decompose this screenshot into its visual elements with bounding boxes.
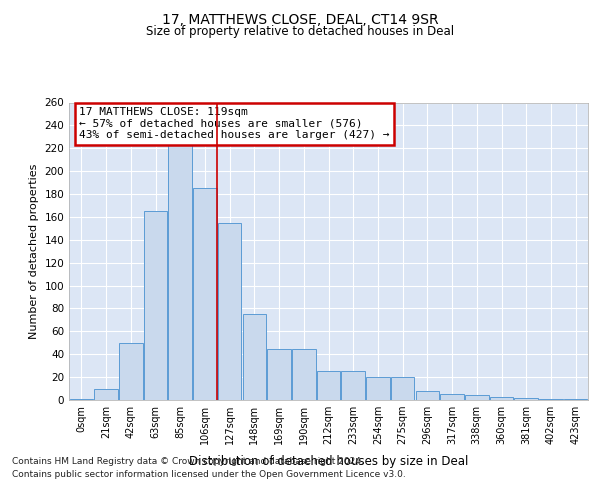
Bar (268, 348, 291, 400)
Bar (490, 396, 513, 400)
Bar (317, 372, 340, 400)
Text: Size of property relative to detached houses in Deal: Size of property relative to detached ho… (146, 25, 454, 38)
Text: 17 MATTHEWS CLOSE: 119sqm
← 57% of detached houses are smaller (576)
43% of semi: 17 MATTHEWS CLOSE: 119sqm ← 57% of detac… (79, 107, 390, 140)
Bar (366, 377, 389, 400)
Bar (144, 211, 167, 400)
Bar (391, 377, 415, 400)
Bar (440, 394, 464, 400)
Bar (292, 348, 316, 400)
Text: Contains HM Land Registry data © Crown copyright and database right 2024.: Contains HM Land Registry data © Crown c… (12, 458, 364, 466)
Bar (539, 399, 563, 400)
Bar (416, 391, 439, 400)
Bar (465, 396, 488, 400)
Bar (169, 137, 192, 400)
Bar (218, 222, 241, 400)
Bar (514, 398, 538, 400)
Y-axis label: Number of detached properties: Number of detached properties (29, 164, 39, 339)
Text: Contains public sector information licensed under the Open Government Licence v3: Contains public sector information licen… (12, 470, 406, 479)
Bar (119, 343, 143, 400)
Bar (70, 399, 93, 400)
Bar (193, 188, 217, 400)
Bar (564, 399, 587, 400)
Text: 17, MATTHEWS CLOSE, DEAL, CT14 9SR: 17, MATTHEWS CLOSE, DEAL, CT14 9SR (161, 12, 439, 26)
Bar (94, 388, 118, 400)
X-axis label: Distribution of detached houses by size in Deal: Distribution of detached houses by size … (189, 456, 468, 468)
Bar (242, 314, 266, 400)
Bar (341, 372, 365, 400)
